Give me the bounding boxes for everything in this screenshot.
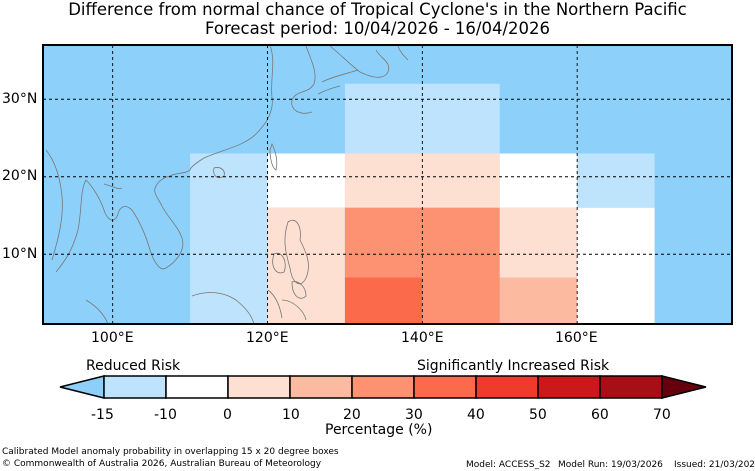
colorbar-segment-1 xyxy=(165,375,229,399)
colorbar-segment-2 xyxy=(227,375,291,399)
map-title-line1: Difference from normal chance of Tropica… xyxy=(68,0,687,19)
colorbar-tick-30: 30 xyxy=(405,407,423,423)
anomaly-cell-12 xyxy=(577,207,655,324)
anomaly-cell-8 xyxy=(499,153,578,208)
colorbar-axis-label: Percentage (%) xyxy=(325,422,433,438)
graticule xyxy=(43,45,732,324)
anomaly-cell-11 xyxy=(577,153,655,208)
colorbar-tick-40: 40 xyxy=(467,407,485,423)
lon-label-140e: 140°E xyxy=(401,330,444,346)
anomaly-cell-7 xyxy=(422,277,500,324)
lon-label-100e: 100°E xyxy=(91,330,134,346)
colorbar-tick-m10: -10 xyxy=(154,407,177,423)
colorbar-segment-4 xyxy=(351,375,415,399)
colorbar-tick-10: 10 xyxy=(282,407,300,423)
anomaly-cell-1 xyxy=(190,153,268,324)
colorbar-under-arrow xyxy=(59,375,105,399)
lat-label-10n: 10°N xyxy=(2,246,38,262)
colorbar-tick-60: 60 xyxy=(591,407,609,423)
lat-label-20n: 20°N xyxy=(2,168,38,184)
increased-risk-label: Significantly Increased Risk xyxy=(417,358,610,374)
footer-issued: Issued: 21/03/2026 xyxy=(674,460,755,470)
map-frame xyxy=(42,44,733,325)
map-title-line2: Forecast period: 10/04/2026 - 16/04/2026 xyxy=(204,19,551,38)
lon-label-160e: 160°E xyxy=(555,330,598,346)
colorbar-tick-20: 20 xyxy=(343,407,361,423)
footer-copyright: © Commonwealth of Australia 2026, Austra… xyxy=(2,459,322,469)
anomaly-cell-2 xyxy=(267,153,345,208)
coastlines xyxy=(45,45,409,325)
colorbar-segment-8 xyxy=(599,375,663,399)
lat-label-30n: 30°N xyxy=(2,91,38,107)
reduced-risk-label: Reduced Risk xyxy=(86,358,181,374)
colorbar-tick-m15: -15 xyxy=(91,407,114,423)
colorbar-tick-70: 70 xyxy=(653,407,671,423)
lon-label-120e: 120°E xyxy=(246,330,289,346)
anomaly-cell-9 xyxy=(499,207,578,278)
colorbar-segment-7 xyxy=(537,375,601,399)
colorbar-tick-0: 0 xyxy=(223,407,232,423)
colorbar-segment-6 xyxy=(475,375,539,399)
anomaly-cell-6 xyxy=(344,277,423,324)
footer-model: Model: ACCESS_S2 xyxy=(466,460,551,470)
footer-description: Calibrated Model anomaly probability in … xyxy=(2,447,339,457)
colorbar-over-arrow xyxy=(661,375,707,399)
colorbar-tick-50: 50 xyxy=(529,407,547,423)
footer-model-run: Model Run: 19/03/2026 xyxy=(558,460,663,470)
colorbar-segment-5 xyxy=(413,375,477,399)
colorbar-segment-0 xyxy=(103,375,167,399)
colorbar xyxy=(59,375,707,399)
colorbar-segment-3 xyxy=(289,375,353,399)
anomaly-cell-4 xyxy=(344,153,500,208)
anomaly-cell-3 xyxy=(267,207,345,324)
anomaly-grid xyxy=(43,45,732,324)
anomaly-cell-10 xyxy=(499,277,578,324)
